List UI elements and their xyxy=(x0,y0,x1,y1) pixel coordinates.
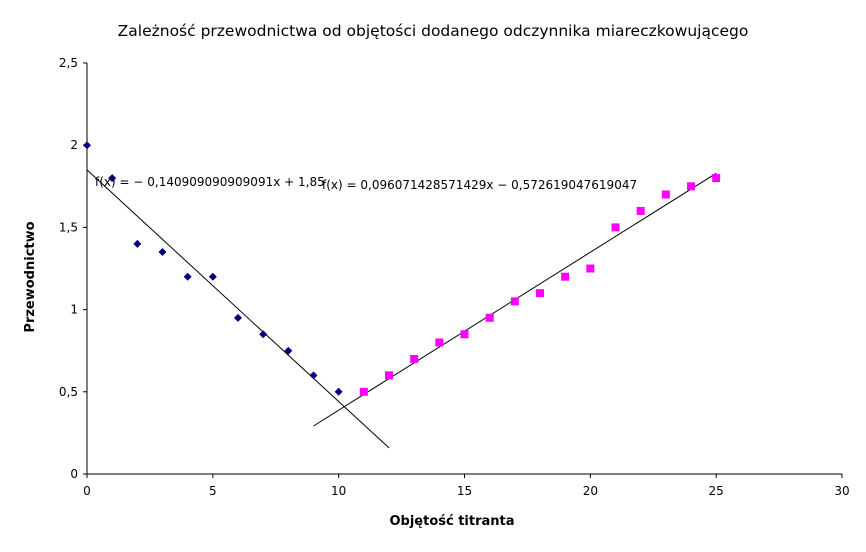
data-point-square xyxy=(687,182,695,191)
data-point-square xyxy=(536,289,544,298)
data-point-diamond xyxy=(208,272,217,281)
data-point-diamond xyxy=(259,330,268,339)
y-axis-title: Przewodnictwo xyxy=(23,221,38,332)
data-point-square xyxy=(435,338,444,347)
trendline-1 xyxy=(86,169,390,449)
data-point-square xyxy=(385,371,393,380)
data-point-square xyxy=(485,313,494,322)
x-tick-label: 20 xyxy=(583,484,598,498)
data-point-diamond xyxy=(133,239,142,248)
data-point-square xyxy=(359,387,368,396)
data-point-diamond xyxy=(284,346,293,355)
trendline-equation-2: f(x) = 0,096071428571429x − 0,5726190476… xyxy=(322,178,637,192)
data-point-square xyxy=(510,297,519,306)
y-tick-label: 0 xyxy=(70,467,78,481)
x-axis-title: Objętość titranta xyxy=(389,514,514,529)
x-tick-label: 30 xyxy=(834,484,849,498)
data-point-square xyxy=(611,223,620,232)
trendline-labels: f(x) = − 0,140909090909091x + 1,85f(x) =… xyxy=(95,175,637,192)
x-tick-label: 10 xyxy=(331,484,346,498)
y-tick-label: 0,5 xyxy=(59,385,78,399)
data-point-diamond xyxy=(234,313,242,322)
data-points xyxy=(83,141,721,396)
data-point-diamond xyxy=(309,371,318,380)
trendline-equation-1: f(x) = − 0,140909090909091x + 1,85 xyxy=(95,175,325,189)
data-point-square xyxy=(586,264,595,273)
y-tick-label: 2 xyxy=(70,138,78,152)
x-tick-label: 0 xyxy=(83,484,91,498)
x-tick-label: 25 xyxy=(709,484,724,498)
data-point-square xyxy=(661,190,670,199)
data-point-diamond xyxy=(183,272,192,281)
data-point-square xyxy=(410,354,419,363)
data-point-square xyxy=(460,330,469,339)
data-point-square xyxy=(712,174,721,183)
trendlines xyxy=(86,169,717,449)
axes: 0 0,5 1 1,5 2 2,5 0 5 10 15 20 25 30 xyxy=(59,56,850,498)
y-tick-label: 1 xyxy=(70,303,78,317)
data-point-square xyxy=(561,272,570,281)
data-point-diamond xyxy=(108,174,117,183)
data-point-square xyxy=(636,206,645,215)
y-tick-label: 1,5 xyxy=(59,220,78,234)
x-tick-label: 15 xyxy=(457,484,472,498)
data-point-diamond xyxy=(334,387,343,396)
x-tick-label: 5 xyxy=(209,484,217,498)
data-point-diamond xyxy=(158,248,167,257)
y-tick-label: 2,5 xyxy=(59,56,78,70)
data-point-diamond xyxy=(83,141,91,150)
chart-title: Zależność przewodnictwa od objętości dod… xyxy=(118,22,749,40)
